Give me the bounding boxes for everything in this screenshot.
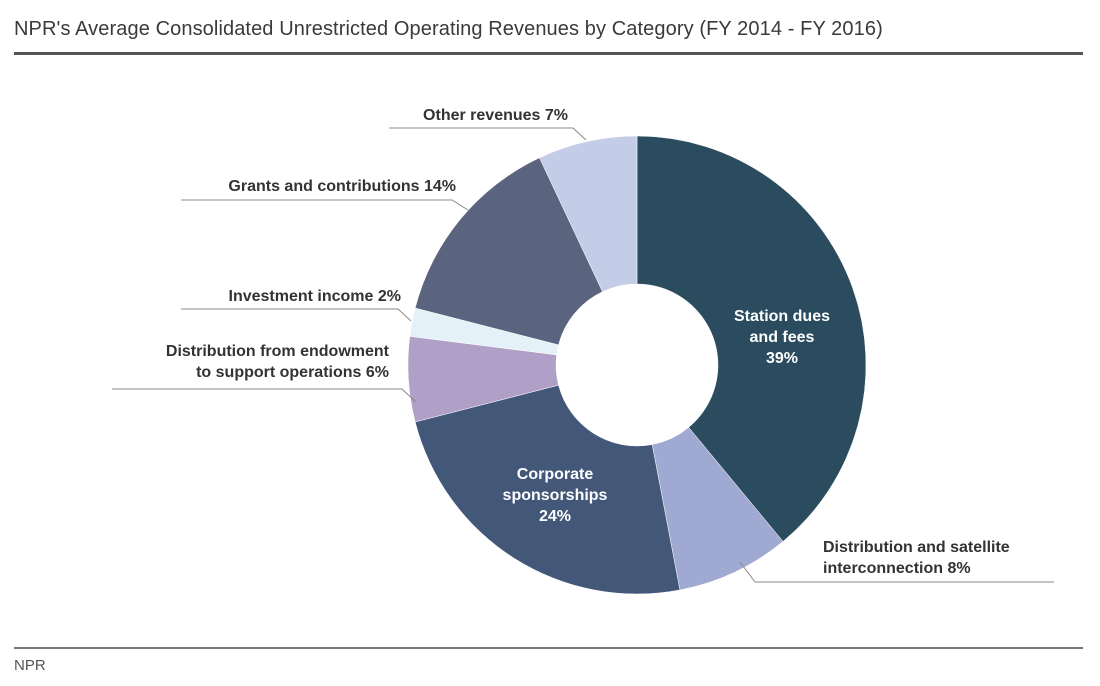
label-corporate-sponsorships: Corporate sponsorships 24% (503, 466, 608, 525)
leader-line-distribution-and-satellite-interconnection (739, 561, 1054, 583)
footer-rule (14, 647, 1083, 649)
label-line: Distribution and satellite (823, 539, 1010, 556)
label-line: Corporate (517, 466, 594, 483)
label-line: Distribution from endowment (166, 343, 390, 360)
label-line: and fees (750, 329, 815, 346)
source-credit: NPR (14, 657, 46, 674)
label-distribution-from-endowment-to-support-operations: Distribution from endowment to support op… (166, 343, 390, 381)
label-investment-income: Investment income 2% (229, 288, 402, 305)
leader-line-other-revenues (389, 127, 587, 141)
label-line: Other revenues 7% (423, 107, 568, 124)
label-line: interconnection 8% (823, 560, 971, 577)
label-line: sponsorships (503, 487, 608, 504)
label-station-dues-and-fees: Station dues and fees 39% (734, 308, 830, 367)
chart-title: NPR's Average Consolidated Unrestricted … (14, 18, 883, 40)
leader-line-grants-and-contributions (181, 199, 469, 211)
label-line: 39% (766, 350, 798, 367)
slice-grants-and-contributions (414, 157, 603, 346)
label-grants-and-contributions: Grants and contributions 14% (228, 178, 456, 195)
label-distribution-and-satellite-interconnection: Distribution and satellite interconnectio… (823, 539, 1010, 577)
title-rule (14, 52, 1083, 55)
label-line: Station dues (734, 308, 830, 325)
slice-station-dues-and-fees (636, 135, 867, 542)
label-line: to support operations 6% (196, 364, 389, 381)
slice-other-revenues (539, 135, 638, 293)
leader-line-distribution-from-endowment-to-support-operations (112, 388, 417, 403)
leader-line-investment-income (181, 308, 412, 322)
label-line: Grants and contributions 14% (228, 178, 456, 195)
label-other-revenues: Other revenues 7% (423, 107, 568, 124)
label-line: 24% (539, 508, 571, 525)
label-line: Investment income 2% (229, 288, 402, 305)
slice-corporate-sponsorships (414, 384, 681, 595)
